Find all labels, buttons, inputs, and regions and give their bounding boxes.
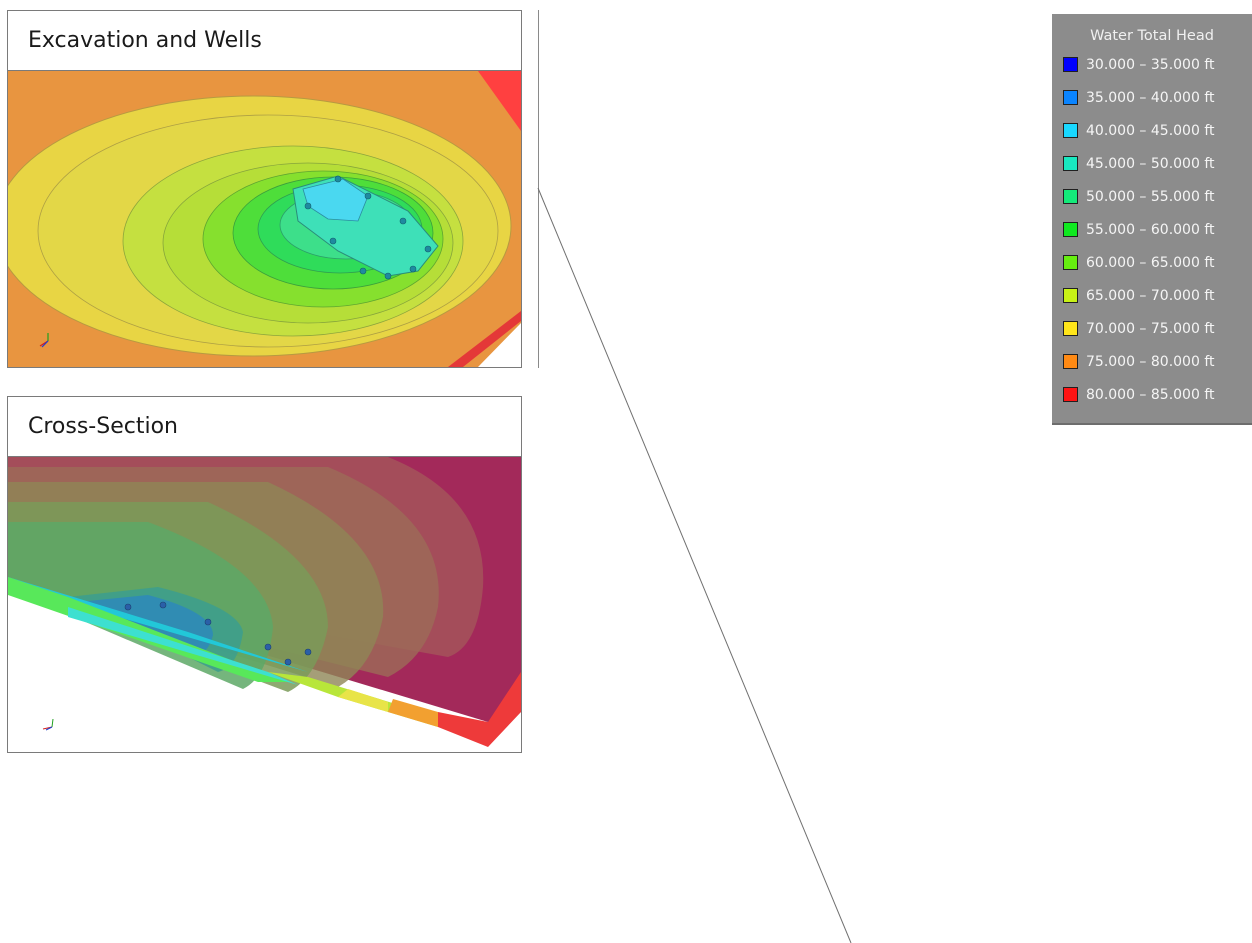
legend-item: 70.000 – 75.000 ft [1052,312,1252,345]
legend-items: 30.000 – 35.000 ft 35.000 – 40.000 ft 40.0… [1052,48,1252,411]
legend-color-swatch [1063,189,1078,204]
excavation-3d-viewport[interactable] [8,71,521,367]
legend-item: 35.000 – 40.000 ft [1052,81,1252,114]
legend-item-label: 45.000 – 50.000 ft [1086,155,1215,172]
excavation-panel-title: Excavation and Wells [8,11,521,71]
excavation-panel: Excavation and Wells [7,10,522,368]
legend-color-swatch [1063,354,1078,369]
legend-color-swatch [1063,222,1078,237]
legend-item: 65.000 – 70.000 ft [1052,279,1252,312]
legend-color-swatch [1063,123,1078,138]
legend-item-label: 70.000 – 75.000 ft [1086,320,1215,337]
legend-item: 75.000 – 80.000 ft [1052,345,1252,378]
legend-title: Water Total Head [1090,28,1214,44]
water-total-head-legend: Water Total Head 30.000 – 35.000 ft 35.00… [1052,14,1252,425]
legend-color-swatch [1063,57,1078,72]
legend-color-swatch [1063,288,1078,303]
legend-item: 50.000 – 55.000 ft [1052,180,1252,213]
legend-item: 45.000 – 50.000 ft [1052,147,1252,180]
panel-divider-line [538,10,539,368]
legend-item-label: 35.000 – 40.000 ft [1086,89,1215,106]
legend-item: 40.000 – 45.000 ft [1052,114,1252,147]
legend-color-swatch [1063,321,1078,336]
legend-item: 80.000 – 85.000 ft [1052,378,1252,411]
legend-item: 60.000 – 65.000 ft [1052,246,1252,279]
legend-item: 55.000 – 60.000 ft [1052,213,1252,246]
legend-item-label: 60.000 – 65.000 ft [1086,254,1215,271]
cross-section-panel: Cross-Section [7,396,522,753]
legend-item-label: 50.000 – 55.000 ft [1086,188,1215,205]
legend-item-label: 55.000 – 60.000 ft [1086,221,1215,238]
legend-item: 30.000 – 35.000 ft [1052,48,1252,81]
legend-color-swatch [1063,90,1078,105]
legend-color-swatch [1063,156,1078,171]
cross-section-3d-viewport[interactable] [8,457,521,752]
legend-color-swatch [1063,387,1078,402]
legend-color-swatch [1063,255,1078,270]
legend-item-label: 65.000 – 70.000 ft [1086,287,1215,304]
legend-item-label: 30.000 – 35.000 ft [1086,56,1215,73]
legend-item-label: 80.000 – 85.000 ft [1086,386,1215,403]
cross-section-panel-title: Cross-Section [8,397,521,457]
legend-item-label: 40.000 – 45.000 ft [1086,122,1215,139]
legend-item-label: 75.000 – 80.000 ft [1086,353,1215,370]
